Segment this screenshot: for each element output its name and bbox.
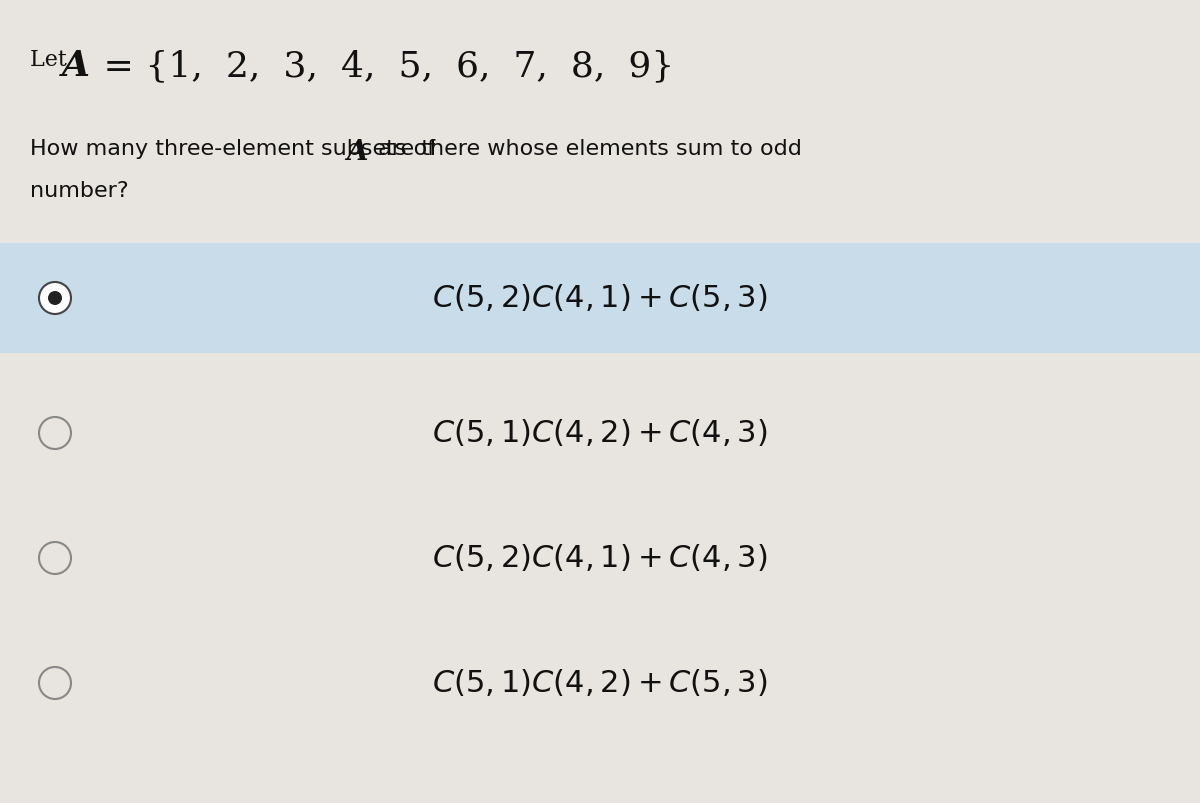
Text: $C(5, 2)C(4, 1) + C(5, 3)$: $C(5, 2)C(4, 1) + C(5, 3)$	[432, 283, 768, 314]
Circle shape	[40, 418, 71, 450]
Text: $C(5, 1)C(4, 2) + C(5, 3)$: $C(5, 1)C(4, 2) + C(5, 3)$	[432, 667, 768, 699]
Text: $C(5, 2)C(4, 1) + C(4, 3)$: $C(5, 2)C(4, 1) + C(4, 3)$	[432, 543, 768, 574]
Text: A: A	[347, 139, 367, 165]
Circle shape	[48, 291, 62, 306]
Text: A: A	[62, 49, 90, 83]
FancyBboxPatch shape	[0, 243, 1200, 353]
Circle shape	[40, 667, 71, 699]
Text: = {1,  2,  3,  4,  5,  6,  7,  8,  9}: = {1, 2, 3, 4, 5, 6, 7, 8, 9}	[92, 49, 674, 83]
Text: number?: number?	[30, 181, 128, 201]
Text: $C(5, 1)C(4, 2) + C(4, 3)$: $C(5, 1)C(4, 2) + C(4, 3)$	[432, 418, 768, 449]
Circle shape	[40, 283, 71, 315]
Text: are there whose elements sum to odd: are there whose elements sum to odd	[371, 139, 802, 159]
Circle shape	[40, 542, 71, 574]
Text: How many three-element subsets of: How many three-element subsets of	[30, 139, 443, 159]
Text: Let: Let	[30, 49, 74, 71]
